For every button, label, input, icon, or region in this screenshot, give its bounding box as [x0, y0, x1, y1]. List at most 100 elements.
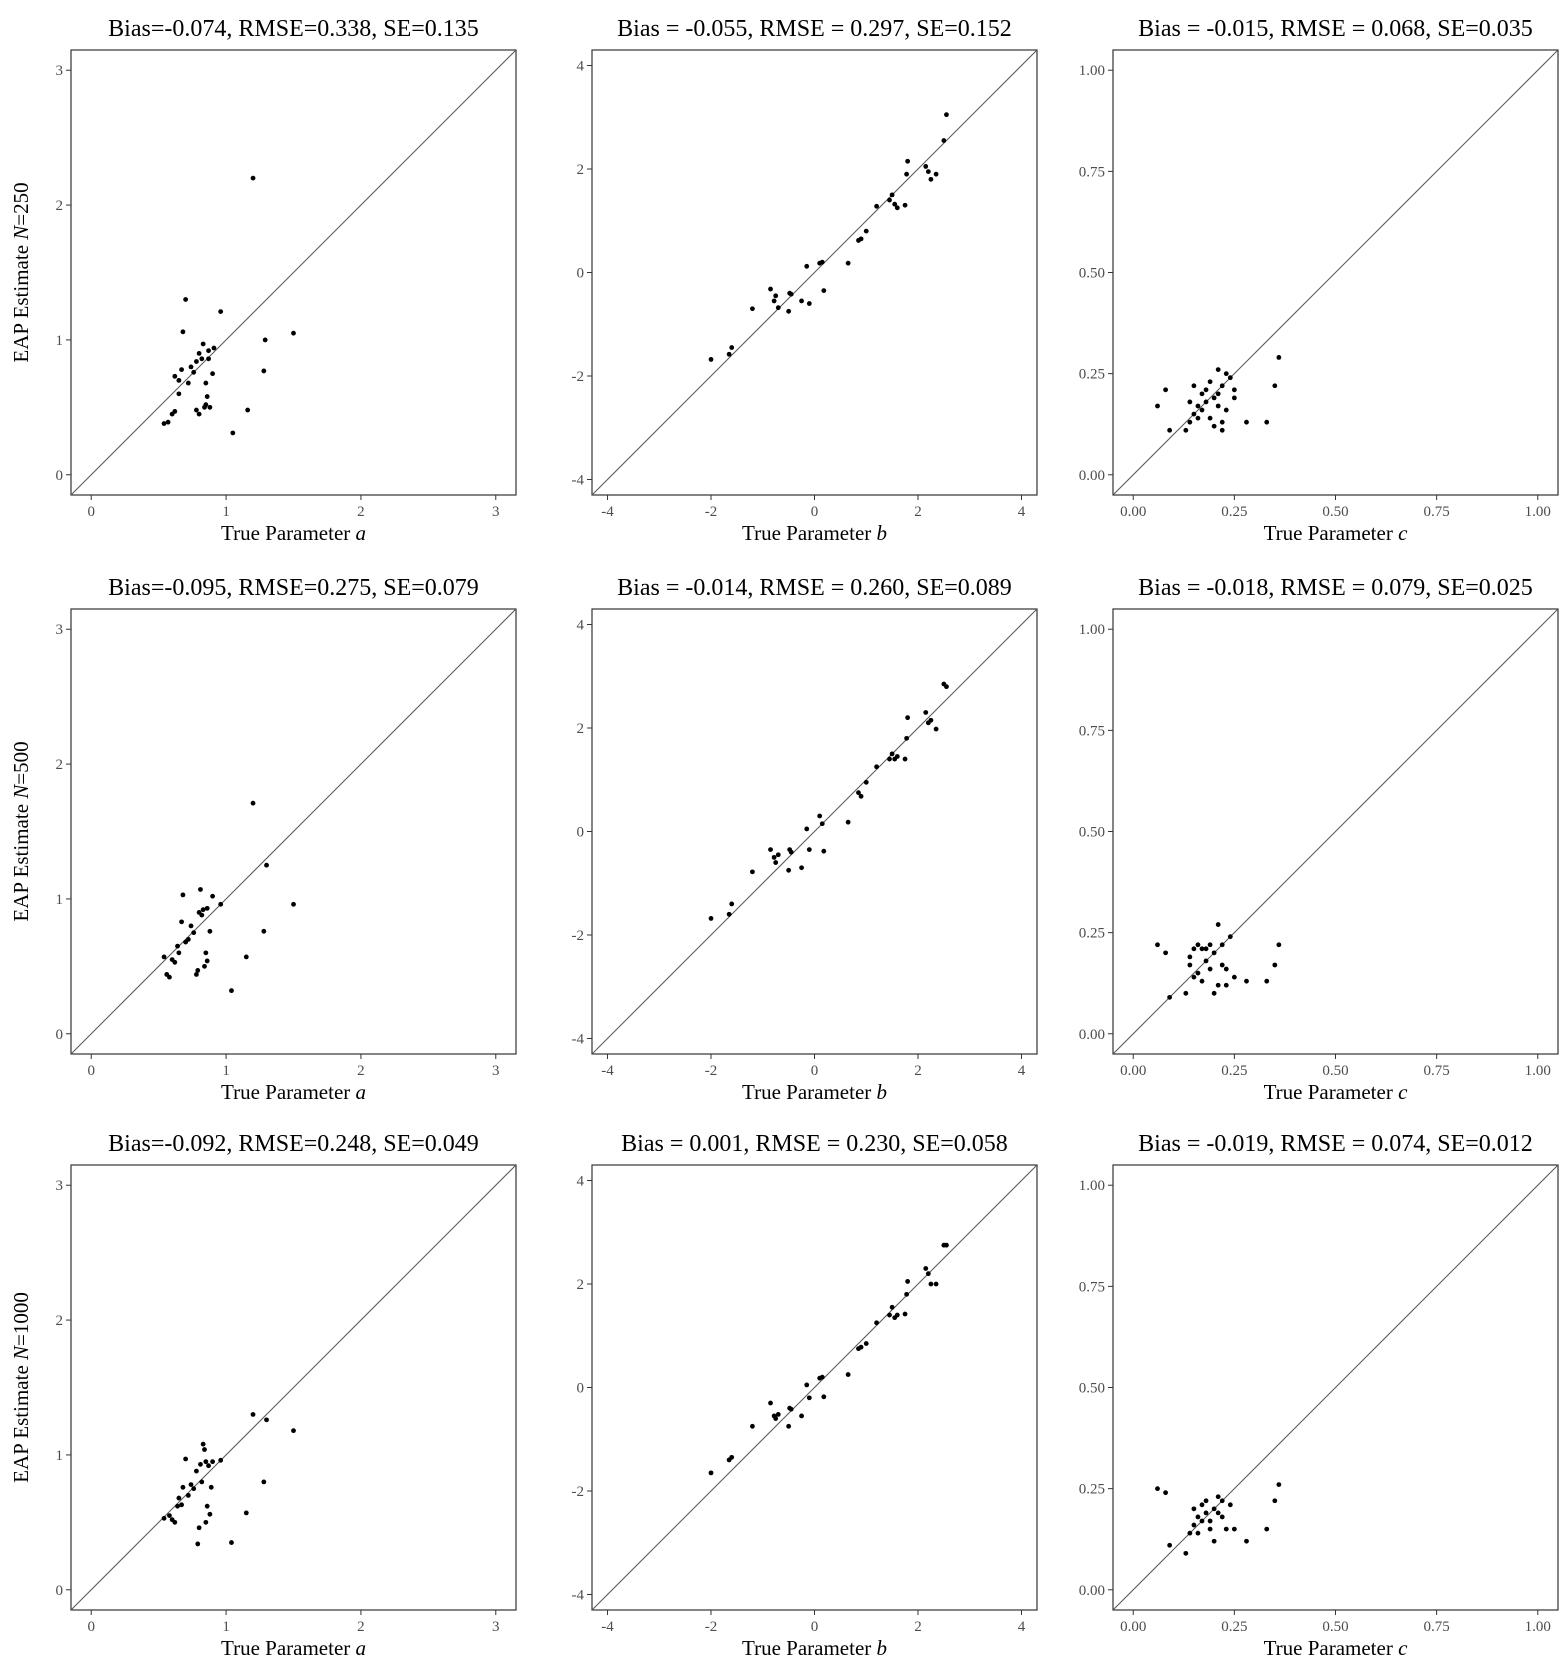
x-tick-label: 0 — [811, 1063, 819, 1079]
y-tick-label: 3 — [56, 63, 64, 79]
x-tick-label: 1.00 — [1525, 1063, 1551, 1079]
data-point — [200, 341, 206, 347]
data-point — [933, 1281, 939, 1287]
data-point — [889, 1304, 895, 1310]
data-point — [1191, 383, 1197, 389]
y-axis-label: EAP Estimate N=250 — [9, 182, 33, 362]
x-tick-label: 3 — [492, 1619, 500, 1635]
x-tick-label: 1 — [222, 1619, 230, 1635]
data-point — [923, 164, 929, 169]
data-point — [1264, 978, 1270, 984]
data-point — [1195, 415, 1201, 421]
data-point — [817, 813, 823, 819]
data-point — [904, 735, 910, 741]
data-point — [172, 373, 178, 379]
data-point — [1219, 419, 1225, 425]
y-axis-label: EAP Estimate N=1000 — [9, 1292, 33, 1483]
y-tick-label: 3 — [56, 1178, 64, 1194]
data-point — [176, 377, 182, 383]
scatter-panel-9: Bias = -0.019, RMSE = 0.074, SE=0.012 0.0… — [1079, 1131, 1559, 1635]
data-point — [1215, 403, 1221, 409]
data-point — [1231, 395, 1237, 401]
x-tick-label: 0 — [811, 504, 819, 520]
data-point — [863, 228, 869, 234]
data-point — [1207, 942, 1213, 948]
data-point — [1211, 990, 1217, 996]
data-point — [819, 821, 825, 827]
data-point — [928, 717, 934, 723]
data-point — [1227, 375, 1233, 381]
data-point — [786, 1423, 792, 1429]
data-point — [199, 912, 205, 918]
plot-frame — [70, 608, 517, 1055]
data-point — [196, 351, 202, 356]
data-point — [944, 684, 949, 690]
y-tick-label: -2 — [572, 1484, 585, 1500]
data-point — [1199, 1518, 1205, 1524]
data-point — [786, 308, 792, 314]
data-point — [821, 288, 827, 294]
data-point — [708, 916, 714, 921]
data-point — [1191, 411, 1197, 417]
y-tick-label: 1.00 — [1079, 63, 1105, 79]
data-point — [167, 1513, 172, 1519]
data-point — [206, 356, 211, 362]
data-point — [1219, 427, 1225, 433]
data-point — [1211, 950, 1217, 956]
x-tick-label: 2 — [914, 1063, 922, 1079]
data-point — [261, 928, 267, 934]
x-axis-label: True Parameter b — [742, 521, 887, 545]
data-point — [230, 430, 236, 436]
data-point — [821, 848, 827, 854]
data-point — [180, 1484, 186, 1490]
data-point — [806, 847, 812, 853]
data-point — [1167, 1542, 1173, 1548]
data-point — [874, 203, 879, 209]
data-point — [819, 259, 825, 265]
data-point — [863, 1341, 869, 1346]
x-tick-label: 0.75 — [1424, 504, 1450, 520]
data-point — [845, 819, 851, 825]
data-point — [1199, 978, 1205, 984]
x-tick-label: 4 — [1018, 1619, 1026, 1635]
y-tick-label: 2 — [56, 757, 64, 773]
data-point — [1207, 1526, 1213, 1532]
data-point — [183, 297, 189, 302]
x-axis-label: True Parameter b — [742, 1080, 887, 1104]
data-point — [195, 1541, 201, 1547]
data-point — [1167, 427, 1173, 433]
data-point — [203, 1459, 209, 1465]
data-point — [1211, 1506, 1217, 1512]
y-tick-label: -2 — [572, 369, 585, 385]
y-tick-label: 0.25 — [1079, 926, 1105, 942]
data-point — [1163, 950, 1168, 956]
data-point — [218, 309, 224, 315]
data-point — [863, 779, 869, 785]
data-point — [1219, 962, 1225, 968]
x-tick-label: 3 — [492, 1063, 500, 1079]
data-point — [176, 1495, 182, 1501]
data-point — [708, 357, 714, 362]
data-point — [179, 919, 184, 925]
data-point — [194, 972, 199, 977]
data-point — [845, 260, 851, 266]
data-point — [1207, 415, 1213, 421]
x-axis-label: True Parameter c — [1264, 1636, 1409, 1660]
data-point — [944, 1242, 949, 1248]
scatter-panel-3: Bias = -0.015, RMSE = 0.068, SE=0.035 0.0… — [1079, 16, 1559, 520]
data-point — [1183, 1550, 1189, 1556]
data-point — [1215, 1494, 1221, 1500]
data-point — [788, 849, 794, 855]
identity-line — [1112, 608, 1559, 1055]
data-point — [933, 171, 939, 177]
data-point — [1163, 1490, 1168, 1496]
data-point — [726, 911, 732, 917]
x-axis-label: True Parameter c — [1264, 1080, 1409, 1104]
data-point — [291, 901, 296, 907]
x-tick-label: 0.25 — [1221, 1063, 1247, 1079]
data-point — [1167, 994, 1173, 1000]
data-point — [218, 1457, 224, 1463]
y-tick-label: 1.00 — [1079, 1178, 1105, 1194]
data-point — [775, 852, 781, 858]
